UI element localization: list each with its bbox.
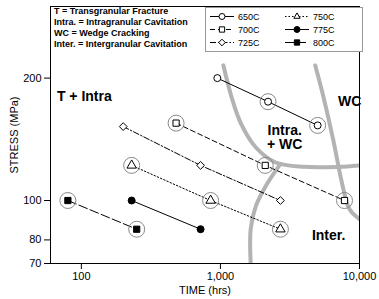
svg-text:70: 70 bbox=[29, 257, 41, 269]
svg-text:Inter.: Inter. bbox=[312, 227, 345, 243]
svg-text:TIME (hrs): TIME (hrs) bbox=[179, 284, 231, 296]
svg-text:1,000: 1,000 bbox=[207, 270, 235, 282]
html-text:650C: 650C bbox=[238, 11, 260, 22]
svg-text:T + Intra: T + Intra bbox=[57, 88, 112, 104]
svg-text:200: 200 bbox=[23, 72, 41, 84]
svg-text:80: 80 bbox=[29, 233, 41, 245]
svg-text:100: 100 bbox=[23, 194, 41, 206]
html-text:800C: 800C bbox=[313, 37, 335, 48]
svg-text:100: 100 bbox=[72, 270, 90, 282]
svg-text:WC: WC bbox=[338, 93, 361, 109]
html-text:T = Transgranular Fracture: T = Transgranular Fracture bbox=[54, 6, 169, 16]
html-text:725C: 725C bbox=[238, 37, 260, 48]
svg-text:Intra.+ WC: Intra.+ WC bbox=[267, 122, 302, 153]
html-text:700C: 700C bbox=[238, 24, 260, 35]
svg-text:STRESS (MPa): STRESS (MPa) bbox=[8, 96, 20, 173]
svg-text:10,000: 10,000 bbox=[343, 270, 377, 282]
html-text:775C: 775C bbox=[313, 24, 335, 35]
html-text:Intra. = Intragranular Cavitat: Intra. = Intragranular Cavitation bbox=[54, 17, 188, 27]
html-text:WC = Wedge Cracking: WC = Wedge Cracking bbox=[54, 28, 150, 38]
html-text:Inter. = Intergranular Cavitat: Inter. = Intergranular Cavitation bbox=[54, 39, 188, 49]
html-text:750C: 750C bbox=[313, 11, 335, 22]
